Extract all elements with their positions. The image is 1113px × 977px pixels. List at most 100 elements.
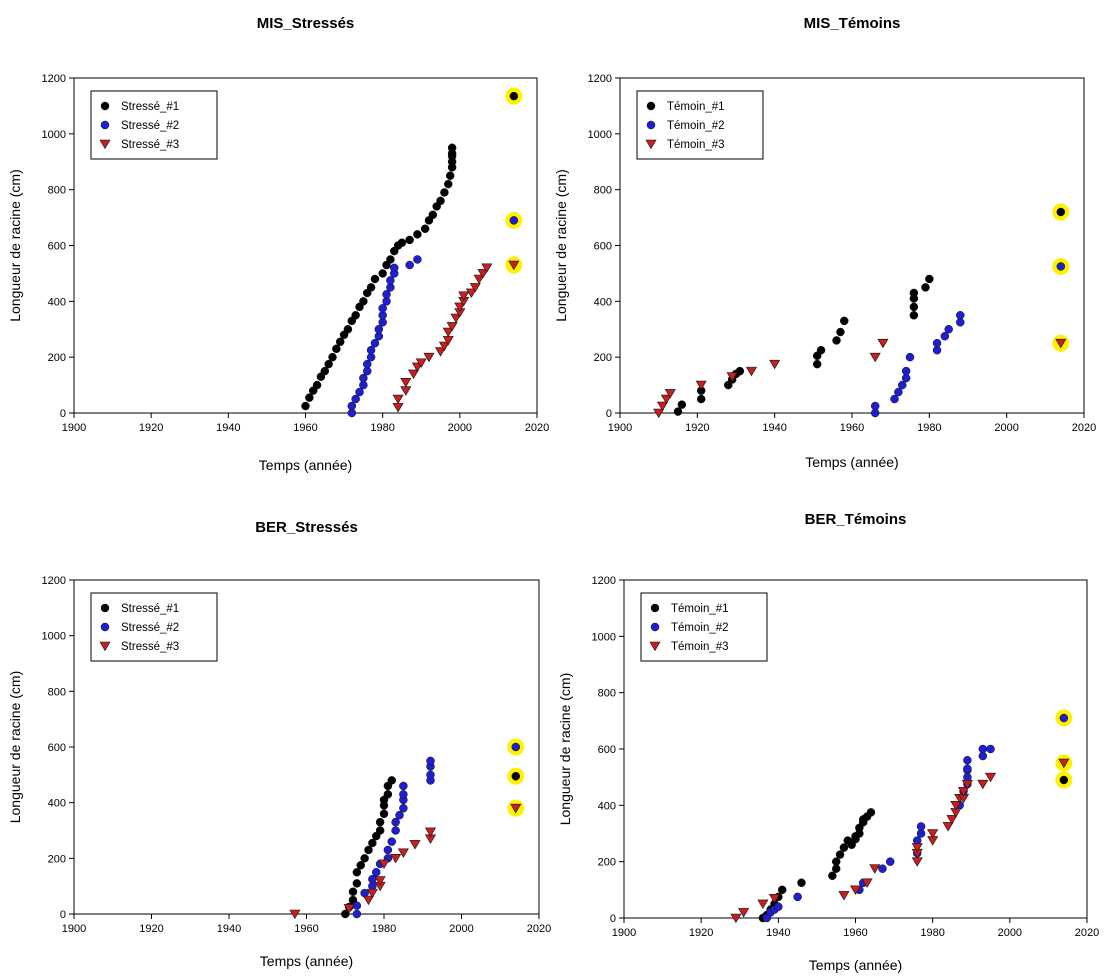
data-point <box>355 387 364 397</box>
data-point <box>428 210 438 220</box>
legend-marker <box>646 101 656 111</box>
data-point <box>386 255 395 264</box>
series-2 <box>762 744 995 923</box>
data-point <box>673 407 683 416</box>
data-point <box>351 394 360 404</box>
y-tick-label: 0 <box>606 408 612 420</box>
data-point <box>664 389 676 399</box>
data-point <box>816 345 826 355</box>
x-tick-label: 2020 <box>1075 927 1099 939</box>
data-point <box>963 764 972 773</box>
x-tick-label: 1980 <box>917 422 941 434</box>
series-2 <box>870 311 965 418</box>
data-point <box>301 401 310 411</box>
data-point <box>352 909 362 919</box>
y-tick-label: 0 <box>60 408 66 420</box>
data-point <box>657 401 669 412</box>
data-point <box>374 876 386 886</box>
series-1 <box>301 143 457 411</box>
data-point <box>426 756 435 766</box>
x-tick-label: 1960 <box>840 422 864 434</box>
y-tick-label: 200 <box>598 857 616 869</box>
legend-label: Témoin_#3 <box>667 139 725 151</box>
data-point <box>391 826 400 835</box>
legend-box <box>90 90 218 160</box>
data-point <box>963 756 972 765</box>
data-point <box>328 352 337 362</box>
x-axis-label: Temps (année) <box>805 454 898 470</box>
data-point <box>885 857 895 866</box>
data-point <box>927 829 939 839</box>
data-point <box>424 827 437 837</box>
data-point <box>395 810 404 820</box>
data-point <box>458 291 470 301</box>
data-point <box>347 401 357 411</box>
series-2 <box>347 255 422 418</box>
data-point <box>956 311 965 320</box>
data-point <box>946 815 958 825</box>
data-point <box>869 352 881 363</box>
data-point <box>399 781 408 791</box>
data-point <box>481 263 493 273</box>
data-point <box>445 171 455 180</box>
y-tick-label: 400 <box>594 296 612 308</box>
legend-marker <box>99 139 111 150</box>
data-point <box>383 790 393 799</box>
data-point <box>944 325 953 334</box>
data-point <box>869 864 881 874</box>
y-tick-label: 800 <box>594 185 612 197</box>
data-point <box>905 352 915 362</box>
data-point <box>849 885 862 895</box>
legend-label: Témoin_#1 <box>671 603 729 615</box>
data-point <box>305 393 314 402</box>
data-point <box>397 848 409 858</box>
data-point <box>400 386 412 396</box>
data-point <box>405 235 414 245</box>
data-point <box>774 902 783 911</box>
legend-box <box>90 592 218 662</box>
data-point <box>839 843 849 852</box>
data-point <box>909 311 919 320</box>
data-point <box>382 290 391 299</box>
data-point <box>757 899 769 910</box>
legend-marker <box>650 622 660 632</box>
data-point <box>877 338 889 349</box>
data-point <box>985 772 997 783</box>
y-tick-label: 0 <box>610 913 616 925</box>
data-point <box>828 871 837 880</box>
data-point <box>890 394 899 404</box>
data-point <box>352 868 362 877</box>
data-point <box>745 366 757 377</box>
data-point <box>797 878 806 888</box>
x-tick-label: 1920 <box>689 927 713 939</box>
legend-marker <box>646 120 656 130</box>
legend-marker <box>99 641 111 652</box>
y-tick-label: 200 <box>48 853 66 865</box>
data-point <box>387 837 396 846</box>
data-point <box>925 274 934 284</box>
data-point <box>831 857 841 866</box>
x-tick-label: 1980 <box>920 927 944 939</box>
y-tick-label: 200 <box>594 352 612 364</box>
legend-marker <box>100 101 110 111</box>
data-point <box>961 779 973 790</box>
data-point <box>312 380 322 390</box>
data-point <box>364 845 373 855</box>
highlight-point <box>1058 758 1070 769</box>
x-axis-label: Temps (année) <box>809 957 902 973</box>
x-tick-label: 2020 <box>527 923 551 935</box>
chart-title: BER_Témoins <box>805 511 907 528</box>
data-point <box>909 302 919 312</box>
data-point <box>405 260 414 270</box>
highlight-point <box>1055 338 1067 349</box>
data-point <box>454 302 466 313</box>
x-tick-label: 1900 <box>62 923 86 935</box>
legend-label: Témoin_#2 <box>667 120 725 132</box>
data-point <box>415 358 427 368</box>
data-point <box>348 887 358 896</box>
y-tick-label: 600 <box>48 241 66 253</box>
series-3 <box>289 827 437 920</box>
highlight-point <box>1056 262 1066 271</box>
